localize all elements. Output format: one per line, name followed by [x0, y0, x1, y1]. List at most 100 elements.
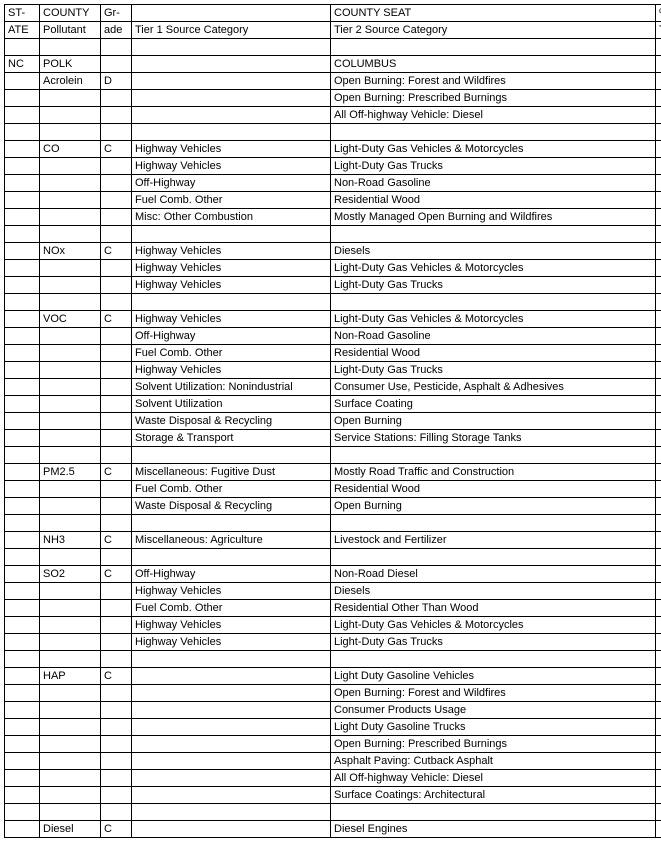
- cell-tier1: [132, 124, 331, 141]
- cell-county: [40, 515, 101, 532]
- cell-grade: [101, 175, 132, 192]
- cell-county: POLK: [40, 56, 101, 73]
- cell-tier1: [132, 107, 331, 124]
- cell-county: [40, 294, 101, 311]
- cell-state: NC: [5, 56, 40, 73]
- cell-tier2: Residential Wood: [331, 345, 656, 362]
- cell-tier2: [331, 447, 656, 464]
- cell-state: [5, 362, 40, 379]
- cell-tier1: Waste Disposal & Recycling: [132, 498, 331, 515]
- cell-pct: 12: [656, 719, 661, 736]
- cell-tier2: Light Duty Gasoline Trucks: [331, 719, 656, 736]
- table-row: [5, 549, 661, 566]
- cell-tier1: Highway Vehicles: [132, 311, 331, 328]
- table-row: [5, 39, 661, 56]
- cell-county: [40, 192, 101, 209]
- cell-state: [5, 804, 40, 821]
- cell-pct: 9: [656, 634, 661, 651]
- cell-state: [5, 243, 40, 260]
- cell-tier1: [132, 226, 331, 243]
- cell-grade: [101, 226, 132, 243]
- cell-state: [5, 532, 40, 549]
- cell-county: [40, 90, 101, 107]
- table-row: Light Duty Gasoline Trucks12: [5, 719, 661, 736]
- cell-tier2: Non-Road Diesel: [331, 566, 656, 583]
- cell-tier2: Light-Duty Gas Trucks: [331, 277, 656, 294]
- cell-state: [5, 770, 40, 787]
- cell-tier2: [331, 515, 656, 532]
- cell-grade: [101, 617, 132, 634]
- cell-grade: [101, 481, 132, 498]
- header-tier2: COUNTY SEAT: [331, 5, 656, 22]
- cell-pct: [656, 56, 661, 73]
- cell-tier1: [132, 821, 331, 838]
- cell-county: [40, 158, 101, 175]
- cell-county: Acrolein: [40, 73, 101, 90]
- cell-state: [5, 260, 40, 277]
- cell-tier2: Surface Coatings: Architectural: [331, 787, 656, 804]
- cell-pct: 14: [656, 175, 661, 192]
- table-row: All Off-highway Vehicle: Diesel5: [5, 770, 661, 787]
- cell-grade: [101, 736, 132, 753]
- cell-tier1: [132, 294, 331, 311]
- table-row: DieselCDiesel Engines100: [5, 821, 661, 838]
- cell-county: [40, 736, 101, 753]
- table-row: Waste Disposal & RecyclingOpen Burning23: [5, 498, 661, 515]
- cell-state: [5, 668, 40, 685]
- header-county: COUNTY: [40, 5, 101, 22]
- cell-tier1: [132, 736, 331, 753]
- cell-state: [5, 175, 40, 192]
- table-row: [5, 226, 661, 243]
- cell-pct: 13: [656, 617, 661, 634]
- cell-pct: 17: [656, 600, 661, 617]
- cell-tier2: Light-Duty Gas Vehicles & Motorcycles: [331, 141, 656, 158]
- table-row: [5, 515, 661, 532]
- table-row: Surface Coatings: Architectural4: [5, 787, 661, 804]
- cell-pct: [656, 39, 661, 56]
- cell-tier2: Diesels: [331, 583, 656, 600]
- cell-grade: [101, 787, 132, 804]
- cell-grade: [101, 209, 132, 226]
- table-row: Solvent UtilizationSurface Coating7: [5, 396, 661, 413]
- cell-county: [40, 175, 101, 192]
- cell-grade: [101, 379, 132, 396]
- cell-pct: 9: [656, 379, 661, 396]
- cell-tier2: Service Stations: Filling Storage Tanks: [331, 430, 656, 447]
- cell-county: NH3: [40, 532, 101, 549]
- cell-tier1: Miscellaneous: Fugitive Dust: [132, 464, 331, 481]
- cell-county: [40, 277, 101, 294]
- cell-tier1: Fuel Comb. Other: [132, 345, 331, 362]
- table-row: NOxCHighway VehiclesDiesels44: [5, 243, 661, 260]
- header-tier1: Tier 1 Source Category: [132, 22, 331, 39]
- cell-state: [5, 39, 40, 56]
- cell-pct: 9: [656, 107, 661, 124]
- table-row: Highway VehiclesLight-Duty Gas Trucks11: [5, 362, 661, 379]
- cell-state: [5, 821, 40, 838]
- table-row: Open Burning: Prescribed Burnings24: [5, 90, 661, 107]
- cell-grade: C: [101, 141, 132, 158]
- cell-grade: [101, 90, 132, 107]
- cell-grade: [101, 583, 132, 600]
- cell-county: [40, 260, 101, 277]
- cell-state: [5, 600, 40, 617]
- cell-pct: [656, 515, 661, 532]
- table-row: Solvent Utilization: NonindustrialConsum…: [5, 379, 661, 396]
- cell-grade: [101, 702, 132, 719]
- cell-county: [40, 685, 101, 702]
- cell-county: [40, 719, 101, 736]
- cell-tier2: Livestock and Fertilizer: [331, 532, 656, 549]
- cell-tier1: [132, 787, 331, 804]
- cell-state: [5, 464, 40, 481]
- cell-grade: [101, 549, 132, 566]
- cell-pct: 7: [656, 396, 661, 413]
- cell-grade: [101, 770, 132, 787]
- cell-tier1: [132, 447, 331, 464]
- cell-tier1: Miscellaneous: Agriculture: [132, 532, 331, 549]
- cell-pct: 18: [656, 583, 661, 600]
- table-row: Waste Disposal & RecyclingOpen Burning6: [5, 413, 661, 430]
- header-grade: ade: [101, 22, 132, 39]
- cell-state: [5, 277, 40, 294]
- cell-tier2: Consumer Products Usage: [331, 702, 656, 719]
- cell-state: [5, 158, 40, 175]
- cell-tier2: Residential Other Than Wood: [331, 600, 656, 617]
